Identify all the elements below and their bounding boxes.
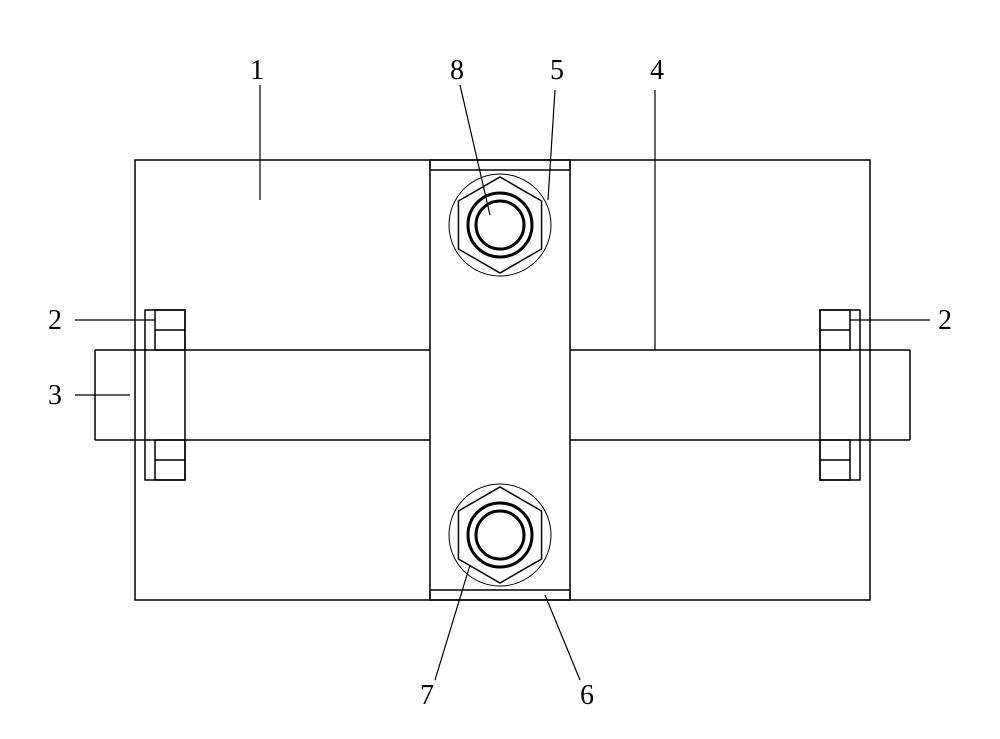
label-2a: 2 — [48, 305, 62, 337]
label-6: 6 — [580, 680, 594, 712]
label-7: 7 — [420, 680, 434, 712]
label-4: 4 — [650, 55, 664, 87]
label-2b: 2 — [938, 305, 952, 337]
label-5: 5 — [550, 55, 564, 87]
label-1: 1 — [250, 55, 264, 87]
label-3: 3 — [48, 380, 62, 412]
label-8: 8 — [450, 55, 464, 87]
diagram-svg — [0, 0, 1000, 739]
